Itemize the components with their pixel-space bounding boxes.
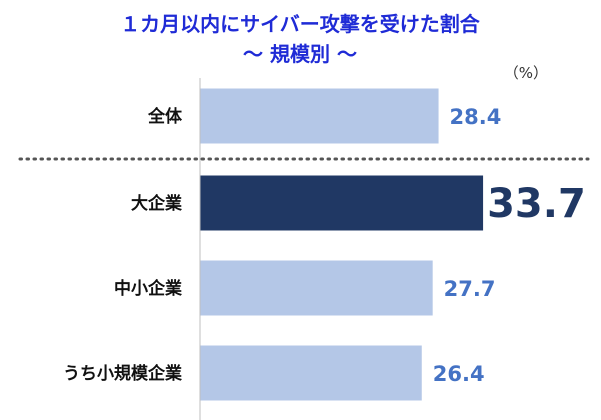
- value-label: 26.4: [433, 362, 485, 386]
- value-label: 27.7: [444, 277, 496, 301]
- category-label: うち小規模企業: [63, 363, 182, 384]
- chart-subtitle: ～ 規模別 ～: [243, 42, 357, 66]
- value-label: 33.7: [487, 181, 586, 227]
- bar-highlight: [200, 175, 484, 231]
- chart-title: １カ月以内にサイバー攻撃を受けた割合: [120, 12, 481, 36]
- category-label: 全体: [147, 106, 183, 127]
- category-label: 大企業: [131, 193, 182, 214]
- bar: [200, 345, 422, 401]
- bars-group: 全体 28.4 大企業 33.7 中小企業 27.7 うち小規模企業 26.4: [63, 88, 586, 401]
- bar: [200, 260, 433, 316]
- bar: [200, 88, 439, 144]
- category-label: 中小企業: [114, 278, 182, 299]
- unit-label: （%）: [504, 64, 548, 82]
- value-label: 28.4: [450, 105, 502, 129]
